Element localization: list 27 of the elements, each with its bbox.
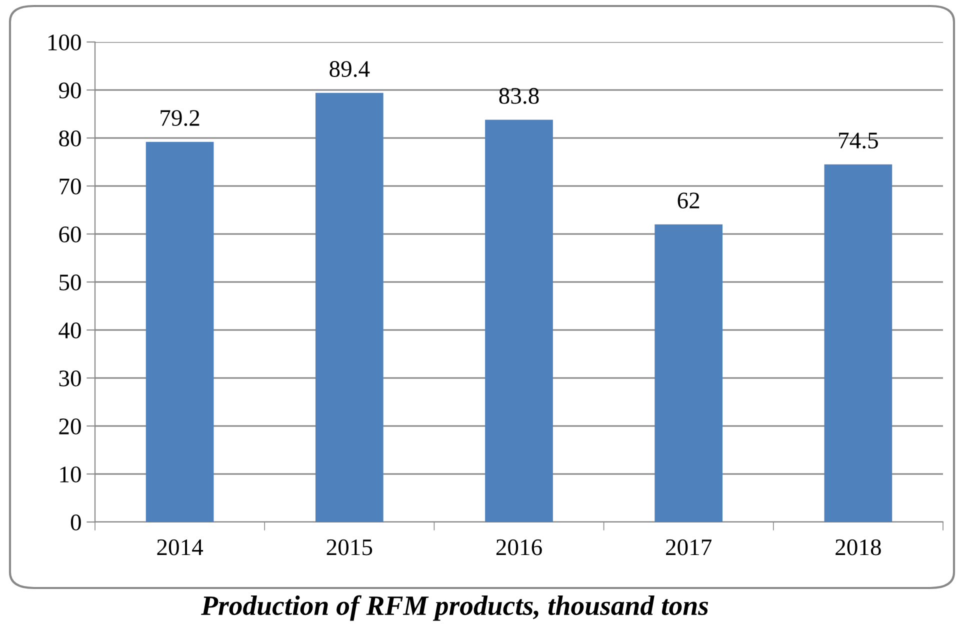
y-tick-label: 80 [59, 130, 81, 146]
data-label: 74.5 [839, 132, 878, 149]
y-tick-label: 50 [60, 274, 81, 290]
text: Production of RFM products, thousand tons [201, 595, 708, 621]
x-tick-label: 2014 [157, 539, 204, 556]
bar [146, 142, 214, 522]
y-tick-label: 0 [70, 514, 81, 530]
bar [485, 120, 553, 522]
x-tick-label: 2018 [836, 539, 881, 556]
bar [824, 164, 892, 522]
x-tick-label: 2016 [496, 539, 542, 556]
x-tick-label: 2015 [326, 539, 372, 556]
data-label: 79.2 [160, 110, 200, 126]
y-tick-label: 60 [59, 226, 81, 242]
data-label: 62 [678, 192, 700, 208]
y-tick-label: 40 [58, 322, 81, 338]
data-label: 83.8 [499, 88, 539, 104]
y-tick-label: 20 [59, 418, 81, 434]
data-label: 89.4 [330, 61, 370, 78]
y-tick-label: 70 [60, 178, 81, 194]
y-tick-label: 30 [59, 370, 81, 386]
y-tick-label: 90 [58, 82, 81, 98]
x-tick-label: 2017 [666, 539, 712, 556]
y-tick-label: 10 [60, 466, 81, 482]
y-tick-label: 100 [48, 34, 81, 50]
bar [315, 92, 384, 522]
bar [654, 224, 723, 522]
